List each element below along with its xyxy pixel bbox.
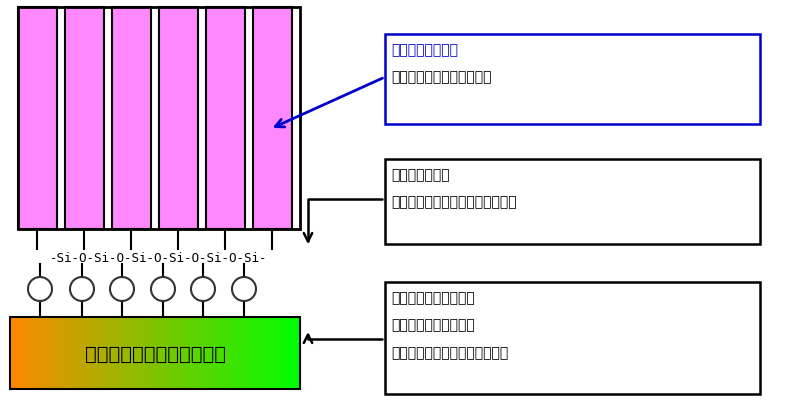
Bar <box>10 317 300 389</box>
Bar <box>253 8 291 230</box>
Text: （ガラス・金属の場合は不要）: （ガラス・金属の場合は不要） <box>391 345 508 359</box>
Text: 《プライマー処理層》: 《プライマー処理層》 <box>391 290 474 304</box>
Bar <box>18 8 57 230</box>
Text: 素材と強固な密着を形成します。: 素材と強固な密着を形成します。 <box>391 194 517 209</box>
Text: 塗布素材（プラスチック）: 塗布素材（プラスチック） <box>85 344 226 362</box>
Bar <box>385 35 760 125</box>
Bar <box>112 8 150 230</box>
Text: 《結合架橋層》: 《結合架橋層》 <box>391 168 450 181</box>
Text: 密着性を増強します。: 密着性を増強します。 <box>391 317 474 331</box>
Text: 汚れの付着を防止します。: 汚れの付着を防止します。 <box>391 70 491 84</box>
Text: 《フッ素樹脂層》: 《フッ素樹脂層》 <box>391 43 458 57</box>
Bar <box>18 8 300 230</box>
Bar <box>65 8 103 230</box>
Text: -Si-O-Si-O-Si-O-Si-O-Si-O-Si-: -Si-O-Si-O-Si-O-Si-O-Si-O-Si- <box>50 251 268 264</box>
Bar <box>159 8 198 230</box>
Bar <box>385 160 760 244</box>
Bar <box>206 8 245 230</box>
Bar <box>385 282 760 394</box>
